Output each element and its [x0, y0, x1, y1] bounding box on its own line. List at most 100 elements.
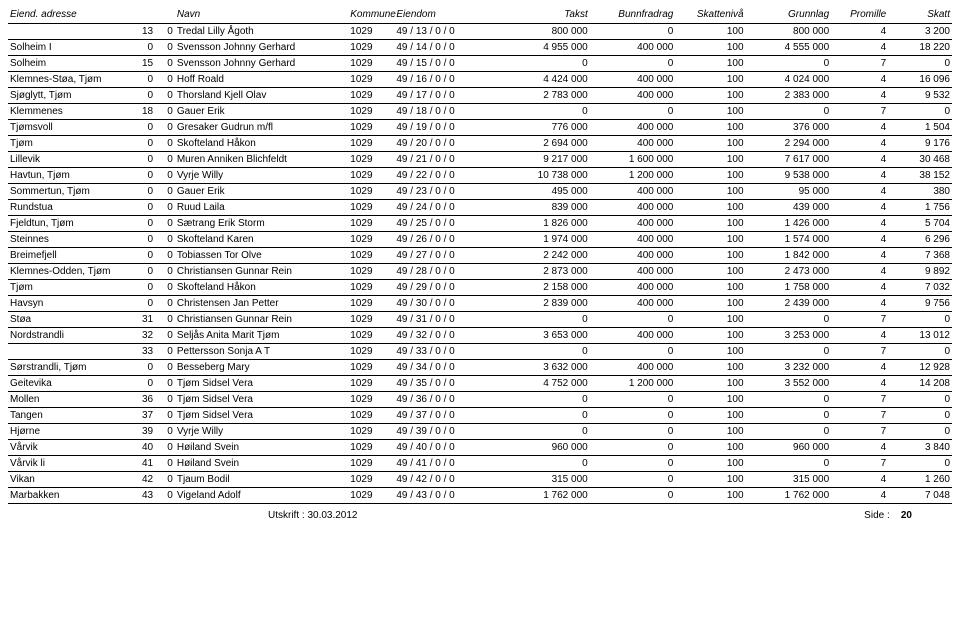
cell-bunn: 400 000	[590, 296, 676, 312]
property-tax-table: Eiend. adresse Navn Kommune Eiendom Taks…	[8, 6, 952, 504]
table-row: Mollen360Tjøm Sidsel Vera102949 / 36 / 0…	[8, 392, 952, 408]
cell-navn: Gauer Erik	[175, 104, 348, 120]
cell-adresse: Lillevik	[8, 152, 129, 168]
cell-kommune: 1029	[348, 232, 394, 248]
cell-grunn: 95 000	[746, 184, 832, 200]
footer-page: Side : 20	[864, 510, 912, 521]
cell-takst: 0	[504, 56, 590, 72]
cell-takst: 1 762 000	[504, 488, 590, 504]
cell-kommune: 1029	[348, 248, 394, 264]
cell-prom: 7	[831, 392, 888, 408]
cell-eiendom: 49 / 35 / 0 / 0	[394, 376, 504, 392]
cell-bunn: 0	[590, 440, 676, 456]
cell-grunn: 4 555 000	[746, 40, 832, 56]
cell-grunn: 960 000	[746, 440, 832, 456]
table-row: Tjøm00Skofteland Håkon102949 / 20 / 0 / …	[8, 136, 952, 152]
cell-skatt: 9 892	[888, 264, 952, 280]
cell-g1: 31	[129, 312, 155, 328]
cell-prom: 4	[831, 88, 888, 104]
cell-sn: 100	[675, 40, 745, 56]
cell-prom: 7	[831, 424, 888, 440]
cell-g2: 0	[155, 328, 175, 344]
cell-g1: 0	[129, 72, 155, 88]
cell-bunn: 400 000	[590, 200, 676, 216]
cell-prom: 7	[831, 456, 888, 472]
cell-navn: Pettersson Sonja A T	[175, 344, 348, 360]
cell-skatt: 0	[888, 344, 952, 360]
cell-kommune: 1029	[348, 424, 394, 440]
cell-skatt: 38 152	[888, 168, 952, 184]
cell-bunn: 400 000	[590, 120, 676, 136]
cell-g2: 0	[155, 200, 175, 216]
cell-bunn: 400 000	[590, 280, 676, 296]
cell-takst: 0	[504, 104, 590, 120]
cell-g1: 0	[129, 184, 155, 200]
cell-g2: 0	[155, 232, 175, 248]
cell-g2: 0	[155, 360, 175, 376]
cell-kommune: 1029	[348, 328, 394, 344]
cell-sn: 100	[675, 424, 745, 440]
cell-prom: 4	[831, 296, 888, 312]
cell-kommune: 1029	[348, 24, 394, 40]
cell-g1: 0	[129, 88, 155, 104]
cell-skatt: 3 840	[888, 440, 952, 456]
cell-prom: 4	[831, 184, 888, 200]
cell-kommune: 1029	[348, 376, 394, 392]
cell-kommune: 1029	[348, 200, 394, 216]
cell-g1: 15	[129, 56, 155, 72]
cell-g2: 0	[155, 120, 175, 136]
table-row: Marbakken430Vigeland Adolf102949 / 43 / …	[8, 488, 952, 504]
cell-takst: 0	[504, 424, 590, 440]
col-takst: Takst	[504, 6, 590, 24]
cell-prom: 7	[831, 104, 888, 120]
cell-adresse: Hjørne	[8, 424, 129, 440]
table-body: 130Tredal Lilly Ågoth102949 / 13 / 0 / 0…	[8, 24, 952, 504]
cell-sn: 100	[675, 104, 745, 120]
cell-navn: Tjøm Sidsel Vera	[175, 376, 348, 392]
cell-adresse: Fjeldtun, Tjøm	[8, 216, 129, 232]
cell-eiendom: 49 / 20 / 0 / 0	[394, 136, 504, 152]
cell-navn: Tredal Lilly Ågoth	[175, 24, 348, 40]
cell-sn: 100	[675, 120, 745, 136]
cell-navn: Høiland Svein	[175, 440, 348, 456]
cell-skatt: 7 048	[888, 488, 952, 504]
cell-kommune: 1029	[348, 40, 394, 56]
cell-bunn: 0	[590, 56, 676, 72]
cell-adresse: Sjøglytt, Tjøm	[8, 88, 129, 104]
cell-prom: 4	[831, 376, 888, 392]
cell-prom: 4	[831, 248, 888, 264]
cell-eiendom: 49 / 42 / 0 / 0	[394, 472, 504, 488]
cell-grunn: 1 426 000	[746, 216, 832, 232]
cell-eiendom: 49 / 26 / 0 / 0	[394, 232, 504, 248]
cell-navn: Besseberg Mary	[175, 360, 348, 376]
cell-navn: Høiland Svein	[175, 456, 348, 472]
cell-g1: 0	[129, 152, 155, 168]
cell-eiendom: 49 / 18 / 0 / 0	[394, 104, 504, 120]
cell-takst: 0	[504, 456, 590, 472]
cell-g1: 0	[129, 168, 155, 184]
cell-eiendom: 49 / 33 / 0 / 0	[394, 344, 504, 360]
cell-kommune: 1029	[348, 104, 394, 120]
cell-skatt: 0	[888, 408, 952, 424]
cell-navn: Svensson Johnny Gerhard	[175, 56, 348, 72]
table-row: Hjørne390Vyrje Willy102949 / 39 / 0 / 00…	[8, 424, 952, 440]
cell-grunn: 315 000	[746, 472, 832, 488]
table-row: Tjømsvoll00Gresaker Gudrun m/fl102949 / …	[8, 120, 952, 136]
cell-navn: Muren Anniken Blichfeldt	[175, 152, 348, 168]
cell-sn: 100	[675, 488, 745, 504]
cell-g2: 0	[155, 424, 175, 440]
cell-g2: 0	[155, 280, 175, 296]
cell-eiendom: 49 / 24 / 0 / 0	[394, 200, 504, 216]
col-adresse: Eiend. adresse	[8, 6, 175, 24]
cell-adresse: Havsyn	[8, 296, 129, 312]
cell-sn: 100	[675, 408, 745, 424]
cell-g2: 0	[155, 392, 175, 408]
cell-grunn: 439 000	[746, 200, 832, 216]
cell-sn: 100	[675, 264, 745, 280]
col-skatteniva: Skattenivå	[675, 6, 745, 24]
cell-prom: 4	[831, 120, 888, 136]
table-row: Sørstrandli, Tjøm00Besseberg Mary102949 …	[8, 360, 952, 376]
cell-skatt: 0	[888, 312, 952, 328]
cell-navn: Ruud Laila	[175, 200, 348, 216]
cell-sn: 100	[675, 472, 745, 488]
